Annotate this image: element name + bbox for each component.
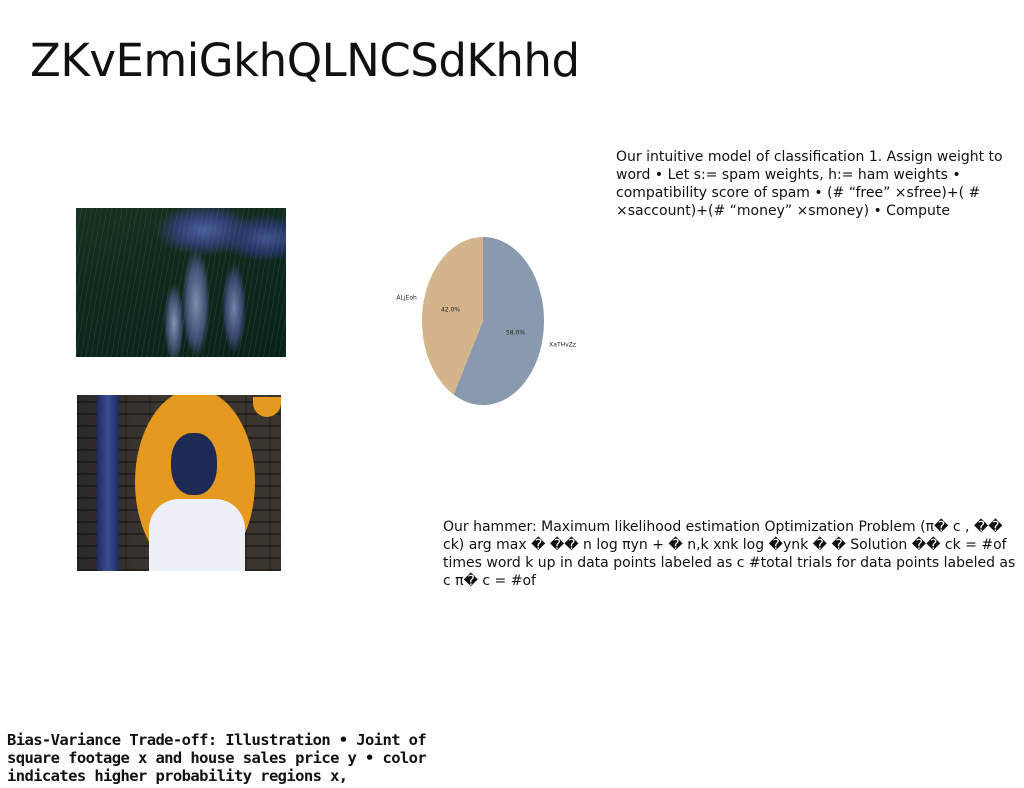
slide-title: ZKvEmiGkhQLNCSdKhhd (30, 34, 580, 87)
person-shirt (149, 499, 245, 571)
pie-value-label: 58.0% (506, 329, 525, 336)
pie-value-label: 42.0% (441, 307, 460, 314)
mle-text: Our hammer: Maximum likelihood estimatio… (443, 519, 1016, 589)
bias-variance-text: Bias-Variance Trade-off: Illustration • … (7, 731, 427, 785)
pie-slice-ALjEoh (422, 237, 483, 395)
mushrooms-photo (76, 208, 286, 357)
grass-texture (76, 208, 286, 357)
portrait-photo (77, 395, 281, 571)
pie-slice-XaTHvZz (453, 237, 544, 405)
pie-chart: 58.0% XaTHvZz 42.0% ALjEoh (396, 237, 576, 405)
person-head (171, 433, 217, 495)
blue-tube-shape (97, 395, 119, 571)
orange-corner-shape (253, 397, 281, 417)
pie-category-label: XaTHvZz (549, 341, 576, 348)
classification-text: Our intuitive model of classification 1.… (616, 149, 1003, 219)
pie-category-label: ALjEoh (396, 295, 417, 302)
